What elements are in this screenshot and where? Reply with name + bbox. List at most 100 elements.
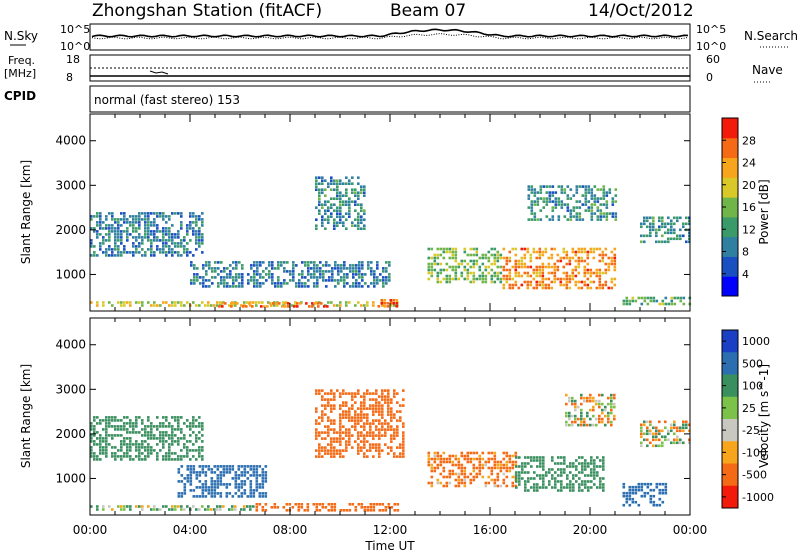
data-cell: [147, 221, 150, 224]
data-cell: [520, 262, 524, 266]
data-cell: [568, 411, 571, 415]
data-cell: [649, 488, 653, 492]
data-cell: [634, 299, 638, 303]
data-cell: [180, 221, 183, 224]
data-cell: [129, 458, 132, 461]
data-cell: [147, 505, 150, 508]
data-cell: [586, 286, 590, 290]
data-cell: [354, 413, 357, 416]
data-cell: [670, 426, 673, 430]
data-cell: [336, 185, 339, 188]
data-cell: [174, 251, 177, 254]
data-cell: [243, 301, 246, 304]
data-cell: [189, 477, 193, 480]
data-cell: [277, 279, 280, 282]
data-cell: [198, 508, 201, 511]
data-cell: [384, 506, 388, 509]
data-cell: [321, 506, 325, 509]
data-cell: [496, 256, 500, 260]
data-cell: [381, 404, 384, 407]
data-cell: [108, 301, 111, 304]
data-cell: [325, 270, 328, 273]
data-cell: [108, 227, 111, 230]
data-cell: [321, 395, 324, 398]
data-cell: [550, 265, 554, 269]
data-cell: [292, 261, 295, 264]
data-cell: [327, 185, 330, 188]
data-cell: [216, 508, 219, 511]
data-cell: [472, 466, 476, 470]
data-cell: [542, 197, 546, 200]
data-cell: [436, 466, 440, 470]
data-cell: [530, 486, 533, 489]
data-cell: [349, 264, 352, 267]
data-cell: [649, 429, 652, 433]
data-cell: [235, 267, 238, 270]
data-cell: [333, 440, 336, 443]
data-cell: [383, 302, 387, 305]
data-cell: [132, 227, 135, 230]
data-cell: [355, 267, 358, 270]
data-cell: [568, 280, 572, 284]
data-cell: [583, 259, 587, 263]
data-cell: [387, 410, 390, 413]
data-cell: [427, 262, 431, 266]
data-cell: [372, 404, 375, 407]
data-cell: [297, 506, 301, 509]
data-cell: [315, 182, 318, 185]
data-cell: [551, 218, 555, 221]
data-cell: [195, 304, 198, 307]
data-cell: [598, 253, 602, 257]
data-cell: [578, 185, 582, 188]
data-cell: [126, 236, 129, 239]
data-cell: [402, 455, 405, 458]
data-cell: [381, 509, 385, 512]
data-cell: [646, 485, 650, 489]
data-cell: [141, 236, 144, 239]
data-cell: [198, 471, 202, 474]
data-cell: [385, 261, 388, 264]
data-cell: [378, 428, 381, 431]
data-cell: [93, 428, 96, 431]
data-cell: [174, 428, 177, 431]
data-cell: [533, 203, 537, 206]
data-cell: [566, 474, 569, 477]
data-cell: [300, 506, 304, 509]
data-cell: [213, 471, 217, 474]
data-cell: [584, 188, 588, 191]
data-cell: [357, 301, 360, 304]
data-cell: [123, 301, 126, 304]
data-cell: [664, 240, 667, 244]
data-cell: [168, 218, 171, 221]
data-cell: [649, 231, 652, 235]
data-cell: [348, 203, 351, 206]
data-cell: [165, 425, 168, 428]
data-cell: [234, 480, 238, 483]
data-cell: [222, 474, 226, 477]
data-cell: [321, 182, 324, 185]
data-cell: [348, 416, 351, 419]
data-cell: [114, 218, 117, 221]
data-cell: [201, 221, 204, 224]
data-cell: [523, 247, 527, 251]
data-cell: [111, 452, 114, 455]
data-cell: [590, 209, 594, 212]
data-cell: [249, 505, 252, 508]
data-cell: [319, 273, 322, 276]
data-cell: [201, 483, 205, 486]
data-cell: [502, 466, 506, 470]
data-cell: [198, 218, 201, 221]
data-cell: [102, 446, 105, 449]
data-cell: [177, 471, 181, 474]
data-cell: [232, 276, 235, 279]
data-cell: [649, 423, 652, 427]
data-cell: [378, 446, 381, 449]
data-cell: [554, 203, 558, 206]
data-cell: [171, 233, 174, 236]
data-cell: [306, 509, 310, 512]
data-cell: [225, 486, 229, 489]
data-cell: [201, 239, 204, 242]
data-cell: [129, 505, 132, 508]
data-cell: [577, 256, 581, 260]
data-cell: [141, 419, 144, 422]
